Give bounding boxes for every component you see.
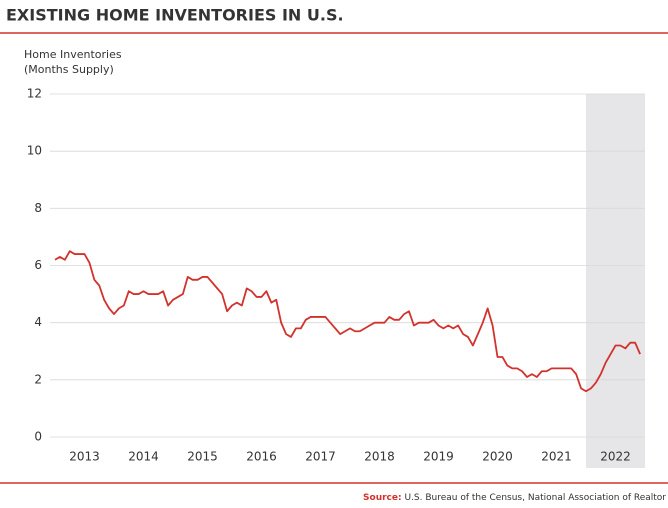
x-tick-label: 2013 bbox=[69, 450, 100, 464]
x-tick-label: 2014 bbox=[128, 450, 159, 464]
y-tick-label: 2 bbox=[34, 372, 42, 386]
y-tick-label: 4 bbox=[34, 315, 42, 329]
y-tick-label: 10 bbox=[27, 144, 42, 158]
x-tick-label: 2020 bbox=[482, 450, 513, 464]
y-tick-label: 0 bbox=[34, 430, 42, 444]
x-tick-label: 2021 bbox=[541, 450, 572, 464]
x-tick-label: 2022 bbox=[600, 450, 631, 464]
x-tick-label: 2016 bbox=[246, 450, 277, 464]
x-tick-label: 2019 bbox=[423, 450, 454, 464]
source-text: U.S. Bureau of the Census, National Asso… bbox=[404, 493, 666, 503]
chart-title: EXISTING HOME INVENTORIES IN U.S. bbox=[6, 6, 344, 25]
x-tick-label: 2017 bbox=[305, 450, 336, 464]
y-axis-label: (Months Supply) bbox=[24, 63, 114, 76]
y-tick-label: 12 bbox=[27, 87, 42, 101]
source: Source: U.S. Bureau of the Census, Natio… bbox=[363, 493, 666, 503]
data-line bbox=[54, 250, 641, 393]
x-tick-label: 2018 bbox=[364, 450, 395, 464]
highlight-band bbox=[586, 94, 645, 468]
y-tick-label: 8 bbox=[34, 201, 42, 215]
source-label: Source: bbox=[363, 493, 402, 503]
y-axis-label: Home Inventories bbox=[24, 48, 122, 61]
x-tick-label: 2015 bbox=[187, 450, 218, 464]
y-tick-label: 6 bbox=[34, 258, 42, 272]
